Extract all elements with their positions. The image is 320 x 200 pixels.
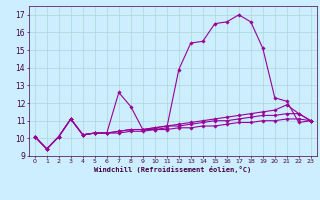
X-axis label: Windchill (Refroidissement éolien,°C): Windchill (Refroidissement éolien,°C) xyxy=(94,166,252,173)
